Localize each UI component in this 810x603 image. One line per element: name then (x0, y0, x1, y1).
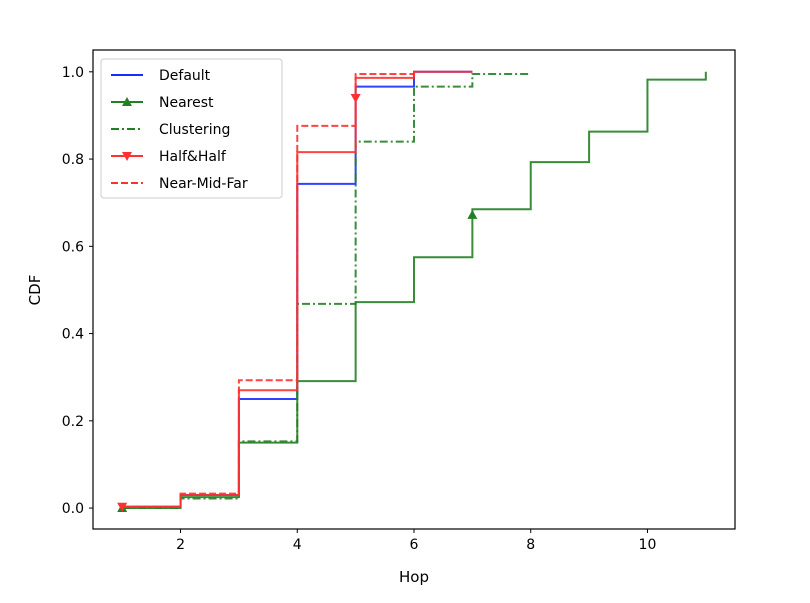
legend-marker-nearest (122, 97, 132, 106)
series-line-near-mid-far (122, 71, 415, 508)
legend-label-near-mid-far: Near-Mid-Far (159, 176, 248, 192)
legend-label-half-half: Half&Half (159, 149, 227, 165)
legend-marker-half-half (122, 152, 132, 161)
y-tick-label: 0.8 (62, 152, 84, 168)
series-layer (117, 70, 707, 513)
x-tick-label: 8 (526, 537, 535, 553)
ticks-layer: 2 4 6 8 10 0.0 0.2 0.4 0.6 0.8 1.0 (62, 65, 657, 553)
y-tick-label: 0.2 (62, 414, 84, 430)
x-tick-label: 4 (293, 537, 302, 553)
marker-nearest (467, 209, 478, 219)
legend-label-clustering: Clustering (159, 122, 230, 138)
y-tick-label: 0.0 (62, 501, 84, 517)
y-tick-label: 0.4 (62, 327, 84, 343)
x-axis-label: Hop (399, 568, 429, 586)
legend-label-default: Default (159, 68, 211, 84)
x-tick-label: 6 (410, 537, 419, 553)
y-axis-label: CDF (26, 275, 44, 306)
legend: Default Nearest Clustering Half&Half Near-Mi… (100, 58, 283, 199)
legend-label-nearest: Nearest (159, 95, 214, 111)
y-tick-label: 0.6 (62, 239, 84, 255)
y-tick-label: 1.0 (62, 65, 84, 81)
x-tick-label: 2 (176, 537, 185, 553)
x-tick-label: 10 (639, 537, 657, 553)
legend-box (100, 58, 283, 199)
